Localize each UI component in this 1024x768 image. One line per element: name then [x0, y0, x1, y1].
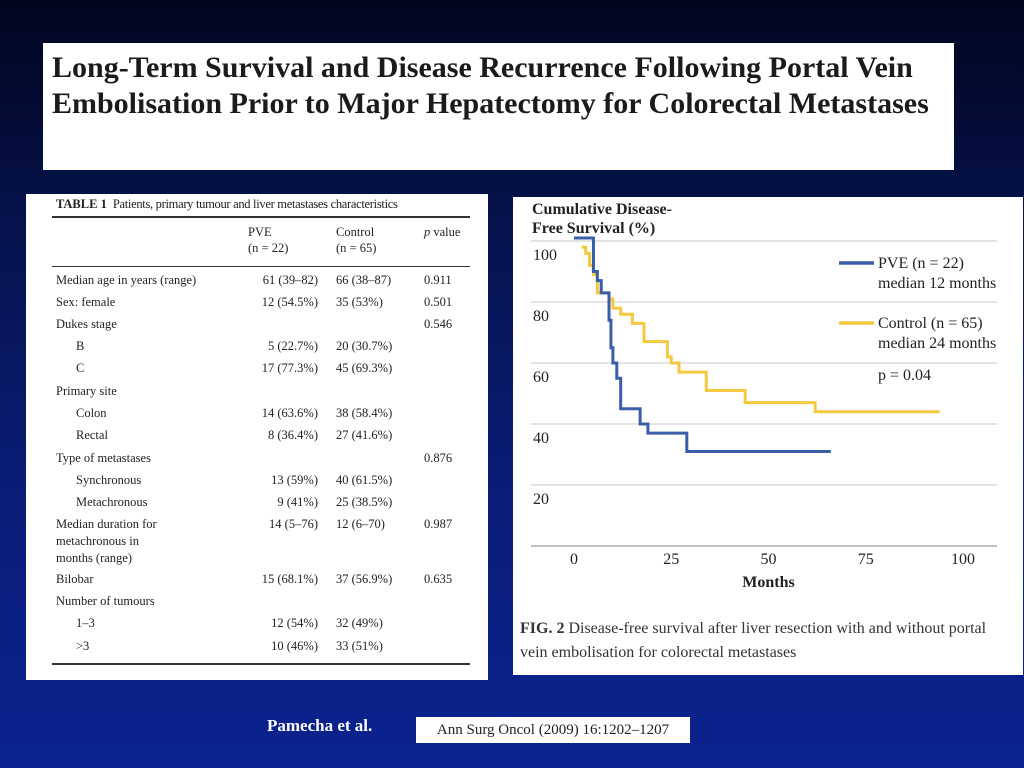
row-label: Median age in years (range)	[56, 273, 197, 287]
col-header-p-rest: value	[433, 225, 461, 239]
citation-journal: Ann Surg Oncol (2009) 16:1202–1207	[416, 717, 690, 743]
cell-pve: 13 (59%)	[271, 473, 318, 487]
cell-control: 27 (41.6%)	[336, 428, 393, 442]
row-label: Colon	[76, 406, 107, 420]
cell-control: 40 (61.5%)	[336, 473, 393, 487]
x-tick-label: 50	[761, 551, 777, 568]
pve-survival-line	[574, 236, 831, 453]
slide-title: Long-Term Survival and Disease Recurrenc…	[52, 51, 929, 120]
col-header-p: p value	[424, 224, 460, 240]
cell-pve: 10 (46%)	[271, 639, 318, 653]
row-label: B	[76, 339, 85, 353]
table-panel: TABLE 1 Patients, primary tumour and live…	[26, 194, 488, 680]
row-label: Dukes stage	[56, 317, 117, 331]
y-tick-label: 40	[533, 430, 549, 447]
row-label: Primary site	[56, 384, 117, 398]
figure-caption-text: Disease-free survival after liver resect…	[520, 620, 987, 661]
slide-title-box: Long-Term Survival and Disease Recurrenc…	[43, 43, 954, 170]
cell-control: 38 (58.4%)	[336, 406, 393, 420]
figure-label: FIG. 2	[520, 620, 565, 637]
cell-p-value: 0.546	[424, 317, 453, 331]
legend-label: Control (n = 65)	[878, 315, 983, 332]
cell-p-value: 0.987	[424, 517, 453, 531]
cell-control: 45 (69.3%)	[336, 361, 393, 375]
col-header-control-label: Control	[336, 225, 375, 239]
col-header-pve-label: PVE	[248, 225, 272, 239]
cell-control: 37 (56.9%)	[336, 572, 393, 586]
x-tick-label: 0	[570, 551, 578, 568]
cell-pve: 15 (68.1%)	[261, 572, 318, 586]
cell-pve: 9 (41%)	[277, 495, 318, 509]
x-tick-label: 100	[951, 551, 975, 568]
row-label: >3	[76, 639, 90, 653]
legend-sublabel: median 12 months	[878, 275, 996, 292]
table-caption: TABLE 1 Patients, primary tumour and live…	[56, 197, 398, 212]
x-axis-label: Months	[742, 574, 794, 591]
chart-title-line: Free Survival (%)	[532, 220, 655, 237]
table-bottom-rule	[52, 663, 470, 665]
cell-p-value: 0.635	[424, 572, 453, 586]
col-header-control: Control (n = 65)	[336, 224, 376, 256]
col-header-pve-n: (n = 22)	[248, 241, 289, 255]
cell-control: 33 (51%)	[336, 639, 383, 653]
legend-sublabel: median 24 months	[878, 335, 996, 352]
cell-pve: 12 (54.5%)	[261, 295, 318, 309]
chart-title-line: Cumulative Disease-	[532, 201, 672, 218]
row-label: Type of metastases	[56, 451, 151, 465]
cell-control: 25 (38.5%)	[336, 495, 393, 509]
col-header-p-italic: p	[424, 225, 431, 239]
cell-control: 32 (49%)	[336, 616, 383, 630]
y-tick-label: 80	[533, 308, 549, 325]
cell-pve: 61 (39–82)	[262, 273, 318, 287]
row-label: Metachronous	[76, 495, 148, 509]
row-label: Sex: female	[56, 295, 116, 309]
cell-control: 35 (53%)	[336, 295, 383, 309]
row-label: Median duration for metachronous in mont…	[56, 517, 157, 565]
cell-pve: 8 (36.4%)	[268, 428, 318, 442]
y-tick-label: 100	[533, 247, 557, 264]
col-header-pve: PVE (n = 22)	[248, 224, 288, 256]
table-header-rule	[52, 266, 470, 267]
cell-control: 20 (30.7%)	[336, 339, 393, 353]
cell-p-value: 0.911	[424, 273, 452, 287]
cell-pve: 14 (5–76)	[269, 517, 318, 531]
cell-pve: 5 (22.7%)	[268, 339, 318, 353]
x-tick-label: 75	[858, 551, 874, 568]
table-top-rule	[52, 216, 470, 218]
cell-p-value: 0.501	[424, 295, 453, 309]
legend-label: PVE (n = 22)	[878, 255, 964, 272]
figure-caption: FIG. 2 Disease-free survival after liver…	[520, 617, 1016, 665]
survival-chart: 20 40 60 80 100 0 25 50 75 100 Months Cumulative Di…	[531, 201, 997, 591]
cell-pve: 14 (63.6%)	[261, 406, 318, 420]
row-label: Bilobar	[56, 572, 94, 586]
cell-control: 66 (38–87)	[336, 273, 392, 287]
figure-panel: 20 40 60 80 100 0 25 50 75 100 Months Cumulative Di…	[513, 197, 1023, 675]
x-tick-label: 25	[663, 551, 679, 568]
cell-control: 12 (6–70)	[336, 517, 385, 531]
y-tick-label: 20	[533, 491, 549, 508]
table-caption-text: Patients, primary tumour and liver metas…	[112, 197, 398, 211]
row-label: Synchronous	[76, 473, 142, 487]
cell-pve: 12 (54%)	[271, 616, 318, 630]
p-value-annotation: p = 0.04	[878, 367, 931, 384]
y-tick-label: 60	[533, 369, 549, 386]
col-header-control-n: (n = 65)	[336, 241, 377, 255]
cell-pve: 17 (77.3%)	[261, 361, 318, 375]
row-label: Number of tumours	[56, 594, 155, 608]
cell-p-value: 0.876	[424, 451, 453, 465]
row-label: 1–3	[76, 616, 95, 630]
row-label: Rectal	[76, 428, 108, 442]
table-label: TABLE 1	[56, 197, 107, 211]
row-label: C	[76, 361, 85, 375]
citation-authors: Pamecha et al.	[267, 716, 373, 735]
